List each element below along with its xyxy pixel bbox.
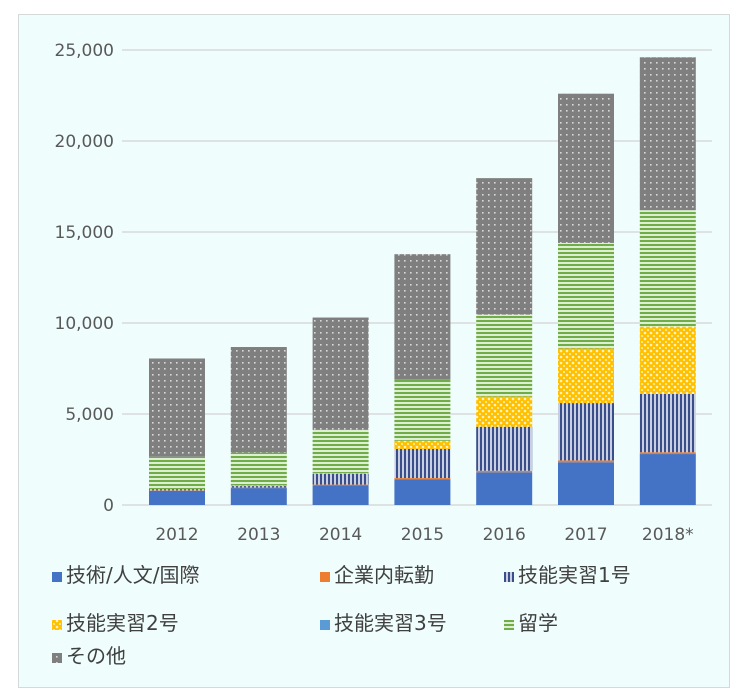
bar-segment-6 xyxy=(149,358,205,457)
legend-swatch xyxy=(52,572,62,582)
bar-segment-3 xyxy=(639,326,696,394)
legend-label: 技術/人文/国際 xyxy=(66,563,199,587)
bar-segment-6 xyxy=(394,254,451,380)
legend-label: 技能実習3号 xyxy=(334,611,447,635)
bar-segment-2 xyxy=(149,489,205,491)
bar-segment-0 xyxy=(230,488,287,505)
bar-segment-3 xyxy=(558,348,614,404)
bar-segment-3 xyxy=(312,472,369,474)
bar-segment-5 xyxy=(639,210,696,327)
y-tick-label: 0 xyxy=(103,496,114,516)
bar-segment-3 xyxy=(230,485,287,487)
bar-segment-2 xyxy=(312,473,369,485)
y-tick-label: 15,000 xyxy=(55,223,114,243)
bar-segment-6 xyxy=(230,347,287,453)
bar-segment-0 xyxy=(476,472,533,505)
bar-segment-6 xyxy=(312,317,369,430)
bar-segment-1 xyxy=(394,478,451,480)
y-tick-label: 5,000 xyxy=(65,405,114,425)
bar-segment-2 xyxy=(558,403,614,461)
legend-swatch xyxy=(320,572,330,582)
legend-label: 技能実習2号 xyxy=(66,611,179,635)
legend-label: 企業内転勤 xyxy=(334,563,434,587)
bar-segment-5 xyxy=(394,379,451,441)
legend-label: 技能実習1号 xyxy=(518,563,631,587)
x-tick-label: 2017 xyxy=(564,525,607,545)
bar-segment-2 xyxy=(230,486,287,488)
legend-label: その他 xyxy=(66,644,126,668)
bar-segment-6 xyxy=(639,57,696,211)
x-tick-label: 2013 xyxy=(237,525,280,545)
bar-segment-3 xyxy=(394,440,451,449)
bar-segment-1 xyxy=(230,487,287,489)
legend-swatch xyxy=(504,620,514,630)
bar-segment-1 xyxy=(312,484,369,486)
bar-segment-0 xyxy=(394,479,451,505)
bar-segment-5 xyxy=(149,456,205,490)
bar-segment-3 xyxy=(476,396,533,427)
bar-segment-0 xyxy=(312,485,369,505)
y-tick-label: 20,000 xyxy=(55,132,114,152)
legend-swatch xyxy=(320,620,330,630)
x-tick-label: 2016 xyxy=(483,525,526,545)
x-tick-label: 2018* xyxy=(642,525,694,545)
bar-segment-2 xyxy=(639,393,696,453)
bar-segment-5 xyxy=(558,242,614,349)
bar-segment-0 xyxy=(149,490,205,505)
bar-segment-1 xyxy=(476,470,533,473)
bar-segment-6 xyxy=(558,93,614,243)
bar-segment-5 xyxy=(476,314,533,397)
bar-segment-6 xyxy=(476,178,533,315)
legend-swatch xyxy=(52,620,62,630)
bar-segment-5 xyxy=(312,429,369,473)
bar-segment-0 xyxy=(558,462,614,505)
bar-segment-1 xyxy=(639,452,696,455)
y-tick-label: 25,000 xyxy=(55,41,114,61)
x-tick-label: 2015 xyxy=(401,525,444,545)
x-tick-label: 2014 xyxy=(319,525,362,545)
bar-segment-2 xyxy=(394,448,451,479)
bar-segment-1 xyxy=(558,460,614,463)
legend-label: 留学 xyxy=(518,611,558,635)
y-tick-label: 10,000 xyxy=(55,314,114,334)
legend-swatch xyxy=(504,572,514,582)
bar-segment-2 xyxy=(476,426,533,471)
bar-segment-5 xyxy=(230,452,287,486)
legend-swatch xyxy=(52,653,62,663)
bar-segment-0 xyxy=(639,454,696,505)
x-tick-label: 2012 xyxy=(155,525,198,545)
